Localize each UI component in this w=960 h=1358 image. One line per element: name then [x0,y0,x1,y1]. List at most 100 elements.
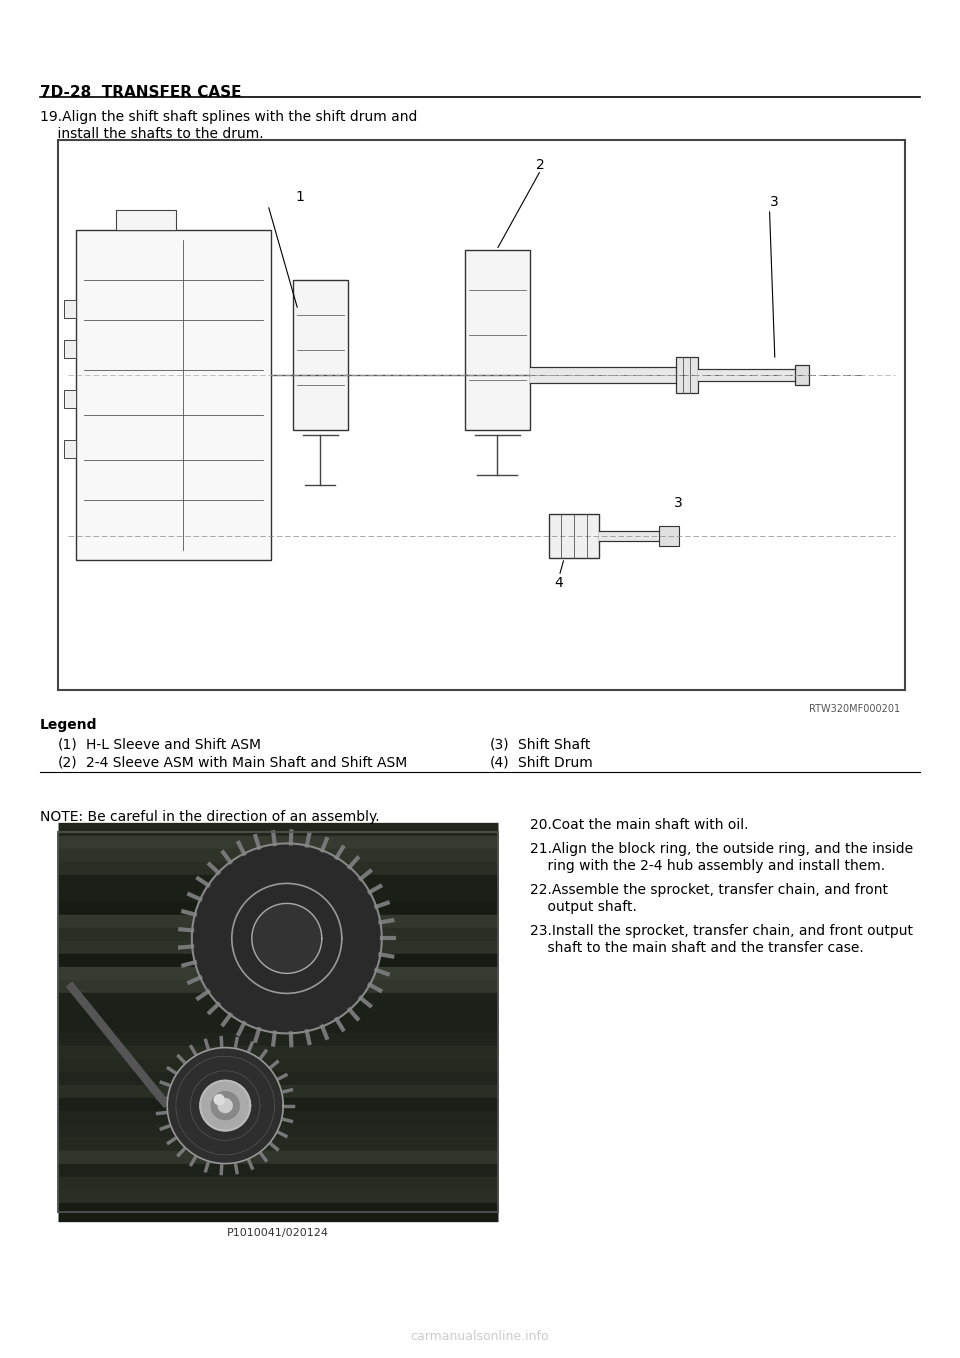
Bar [60,966,78,970]
Bar [60,936,78,947]
Bar [530,367,676,383]
Bar [476,898,494,907]
Circle shape [214,1095,225,1104]
Bar [60,940,78,944]
Bar [476,1080,494,1089]
Bar [476,961,494,972]
Bar [60,953,78,957]
Bar [60,1175,78,1177]
Bar [60,1187,78,1191]
Bar [60,1161,78,1165]
Bar [476,845,494,856]
Text: NOTE: Be careful in the direction of an assembly.: NOTE: Be careful in the direction of an … [40,809,379,824]
Bar [476,1027,494,1038]
Circle shape [192,843,382,1033]
Bar [58,832,498,1211]
Bar [60,1157,78,1167]
Bar [60,1105,78,1115]
Bar [293,280,348,430]
Bar [60,888,78,892]
Bar [476,1131,494,1141]
Bar [60,1057,78,1061]
Text: RTW320MF000201: RTW320MF000201 [809,703,900,714]
Text: Legend: Legend [40,718,98,732]
Text: 2: 2 [537,158,545,172]
Bar [476,923,494,933]
Bar [599,531,660,540]
Bar [60,1196,78,1206]
Text: 1: 1 [296,190,304,204]
Bar [465,250,530,430]
Bar [64,300,76,318]
Text: (1): (1) [58,737,78,752]
Bar [676,357,698,392]
Bar [60,1005,78,1009]
Text: H-L Sleeve and Shift ASM: H-L Sleeve and Shift ASM [86,737,261,752]
Bar [60,1027,78,1038]
Bar [660,526,680,546]
Bar [60,1135,78,1139]
Text: 7D-28  TRANSFER CASE: 7D-28 TRANSFER CASE [40,86,242,100]
Bar [60,949,78,959]
Text: Shift Shaft: Shift Shaft [518,737,590,752]
Bar [60,1096,78,1100]
Text: (3): (3) [490,737,510,752]
Text: (4): (4) [490,756,510,770]
Bar [116,210,176,230]
Bar [476,975,494,985]
Bar [60,991,78,995]
Bar [60,1031,78,1035]
Bar [60,1014,78,1024]
Bar [60,1200,78,1205]
Bar [60,961,78,972]
Text: 23.Install the sprocket, transfer chain, and front output: 23.Install the sprocket, transfer chain,… [530,923,913,938]
Bar [60,1018,78,1023]
Bar [476,1157,494,1167]
Circle shape [211,1092,239,1119]
Bar [60,1066,78,1076]
Text: 21.Align the block ring, the outside ring, and the inside: 21.Align the block ring, the outside rin… [530,842,913,856]
Bar [60,1044,78,1048]
Bar [60,1052,78,1063]
Bar [476,884,494,894]
Bar [60,1080,78,1089]
Bar [60,884,78,894]
Bar [476,1092,494,1101]
Bar [60,910,78,919]
Bar [60,1183,78,1192]
Bar [476,1001,494,1010]
Bar [60,1118,78,1128]
Bar [60,837,78,841]
Text: Shift Drum: Shift Drum [518,756,592,770]
Bar [476,1105,494,1115]
Bar [476,1066,494,1076]
Bar [76,230,271,559]
Bar [476,989,494,998]
Text: 20.Coat the main shaft with oil.: 20.Coat the main shaft with oil. [530,818,749,832]
Bar [476,1143,494,1154]
Text: 22.Assemble the sprocket, transfer chain, and front: 22.Assemble the sprocket, transfer chain… [530,883,888,898]
Bar [60,900,78,904]
Bar [60,1109,78,1114]
Bar [60,1092,78,1101]
Bar [60,928,78,932]
Text: shaft to the main shaft and the transfer case.: shaft to the main shaft and the transfer… [530,941,864,955]
Bar [64,440,76,458]
Bar [476,870,494,881]
Bar [476,1196,494,1206]
Bar [64,390,76,407]
Bar [60,1001,78,1010]
Bar [60,1143,78,1154]
Bar [476,1040,494,1050]
Bar [476,1183,494,1192]
Bar [476,910,494,919]
Text: (2): (2) [58,756,78,770]
Bar [60,1040,78,1050]
Bar [60,1148,78,1152]
Bar [58,140,905,690]
Text: 3: 3 [674,496,683,511]
Circle shape [167,1047,283,1164]
Text: P1010041/020124: P1010041/020124 [227,1228,329,1238]
Bar [60,989,78,998]
Bar [549,513,599,558]
